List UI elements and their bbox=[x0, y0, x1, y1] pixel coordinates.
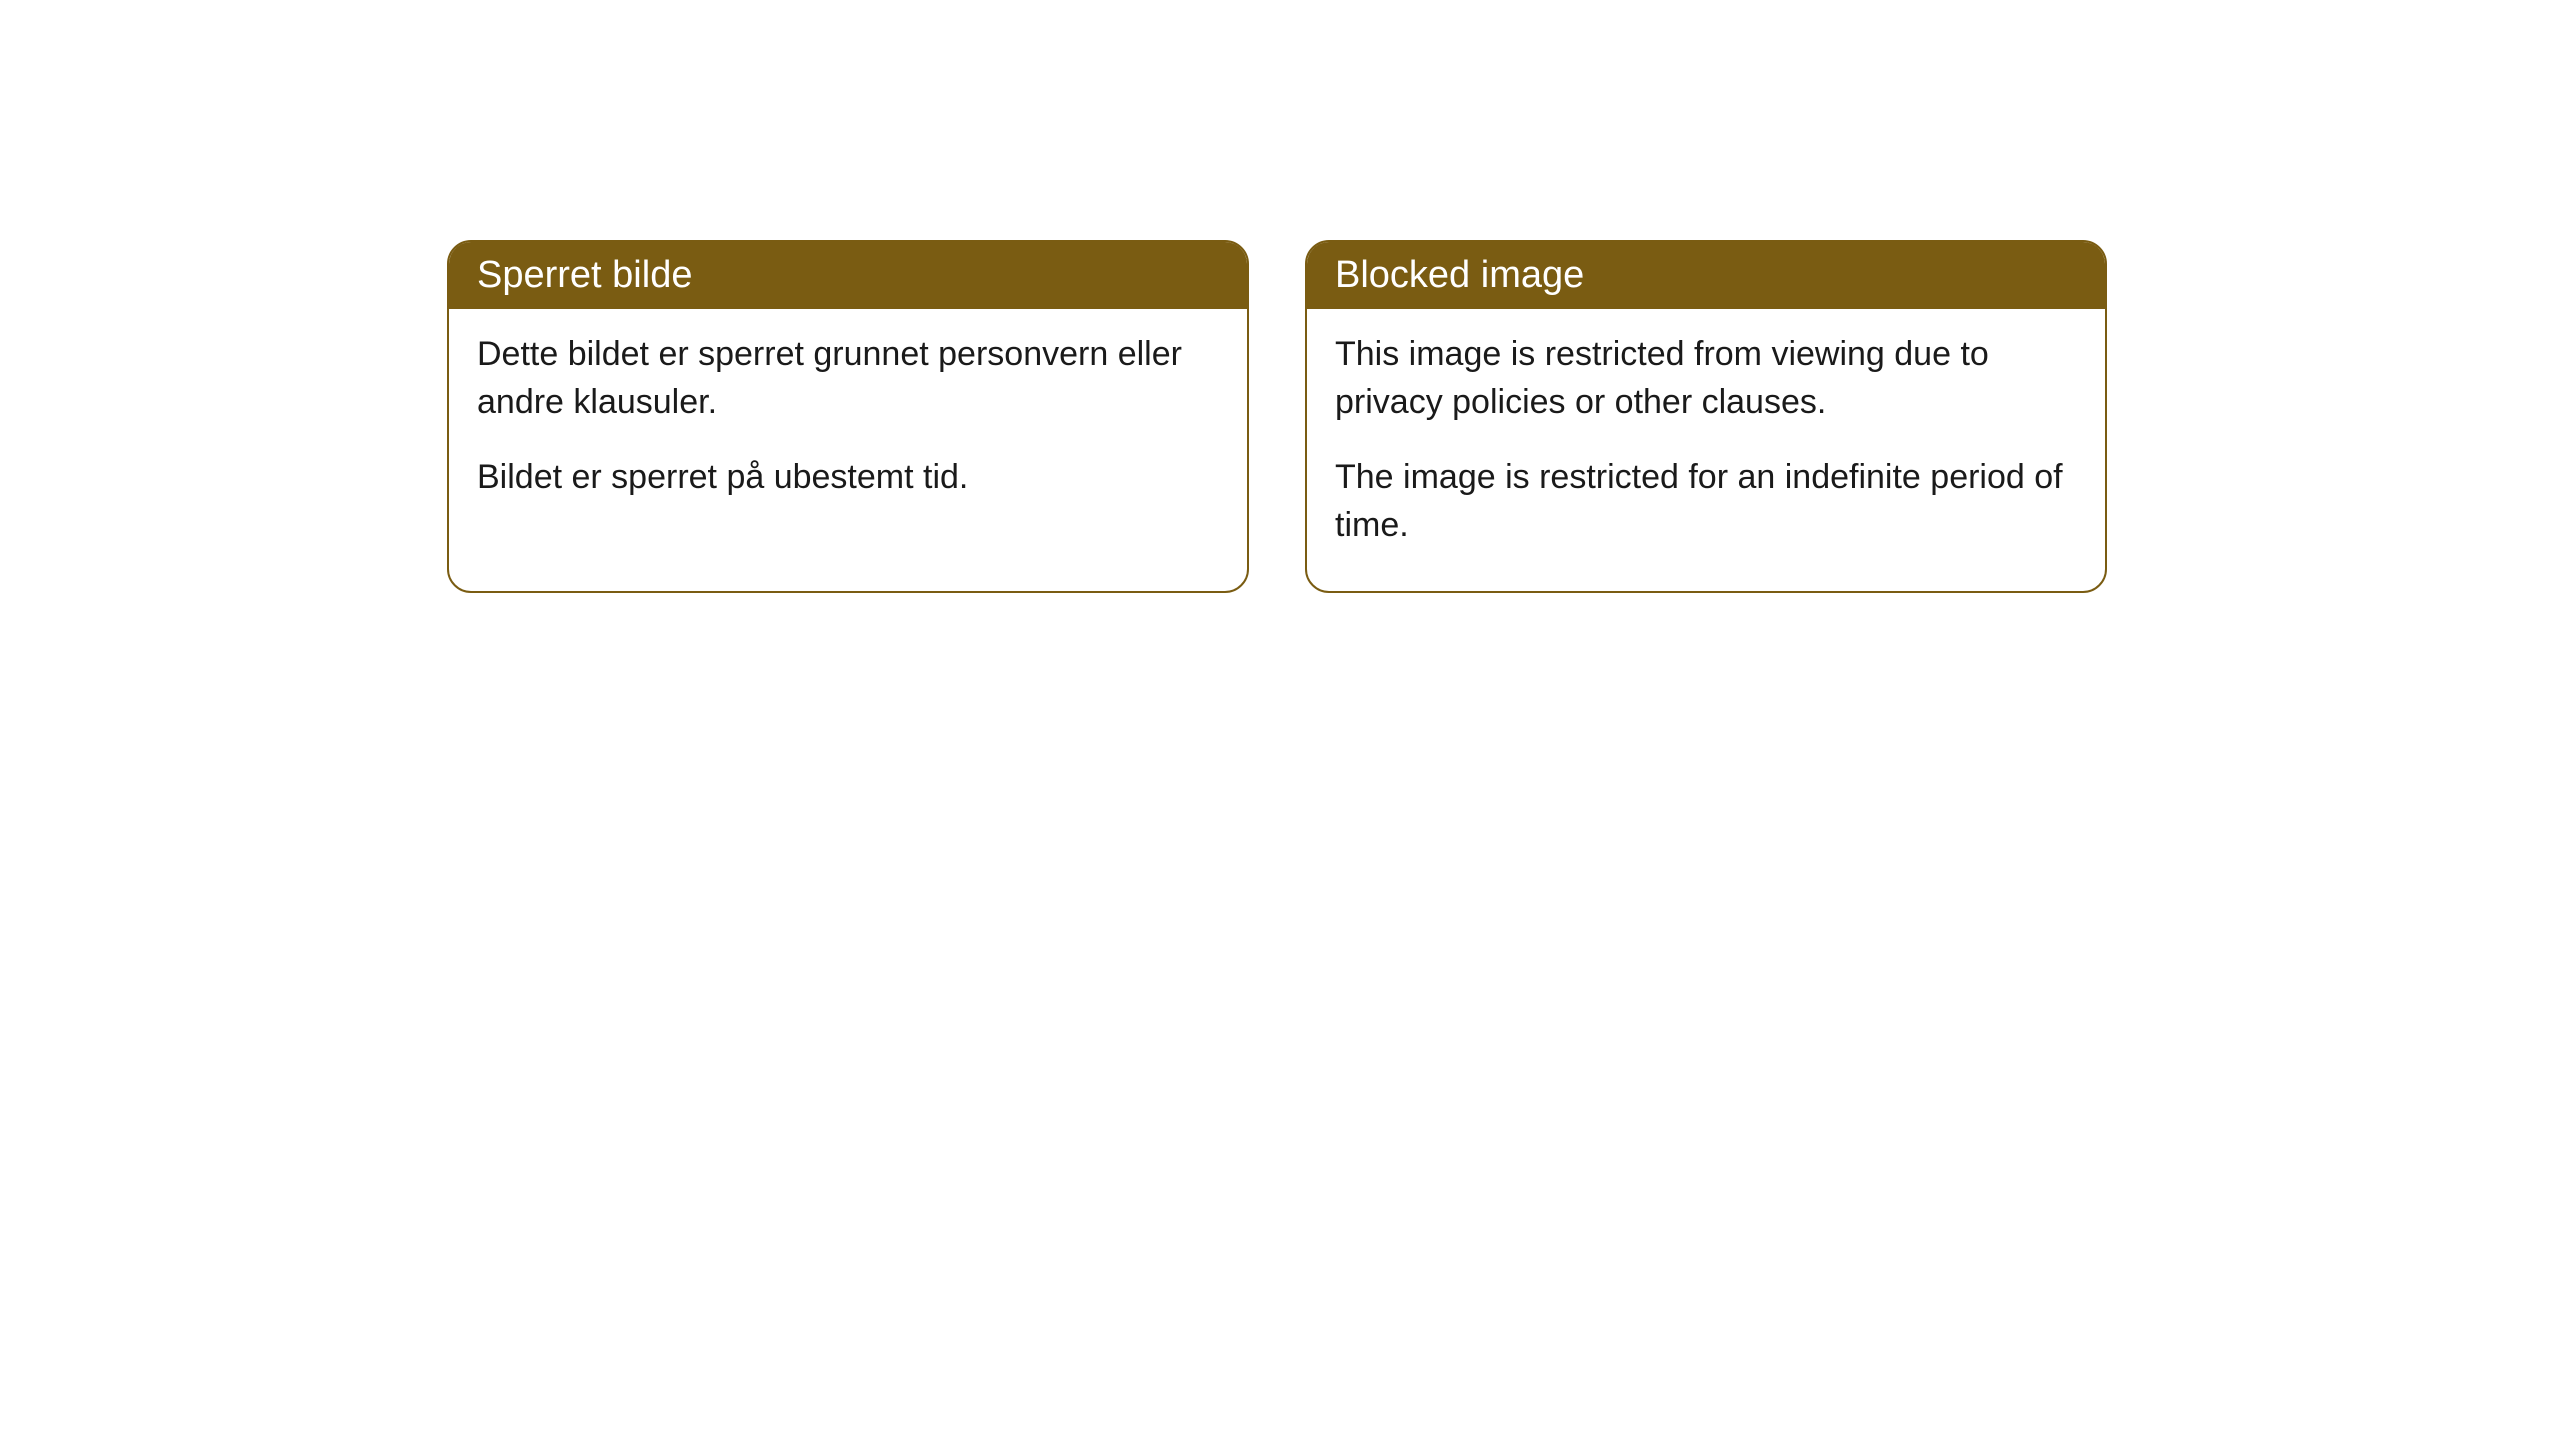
card-title: Sperret bilde bbox=[477, 254, 692, 296]
card-header: Sperret bilde bbox=[449, 242, 1247, 309]
card-body: Dette bildet er sperret grunnet personve… bbox=[449, 309, 1247, 544]
card-body: This image is restricted from viewing du… bbox=[1307, 309, 2105, 591]
card-english: Blocked image This image is restricted f… bbox=[1305, 240, 2107, 593]
card-paragraph-1: Dette bildet er sperret grunnet personve… bbox=[477, 331, 1219, 426]
card-paragraph-1: This image is restricted from viewing du… bbox=[1335, 331, 2077, 426]
card-norwegian: Sperret bilde Dette bildet er sperret gr… bbox=[447, 240, 1249, 593]
card-paragraph-2: The image is restricted for an indefinit… bbox=[1335, 454, 2077, 549]
card-header: Blocked image bbox=[1307, 242, 2105, 309]
card-title: Blocked image bbox=[1335, 254, 1584, 296]
cards-container: Sperret bilde Dette bildet er sperret gr… bbox=[0, 0, 2560, 593]
card-paragraph-2: Bildet er sperret på ubestemt tid. bbox=[477, 454, 1219, 502]
